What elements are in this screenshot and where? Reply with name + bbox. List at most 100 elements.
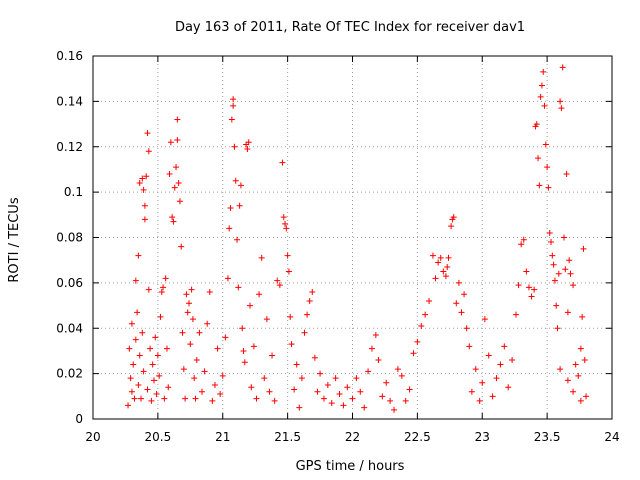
- data-point: [191, 375, 198, 382]
- data-point: [293, 361, 300, 368]
- data-point: [276, 282, 283, 289]
- data-point: [136, 352, 143, 359]
- data-point: [283, 225, 290, 232]
- data-point: [548, 239, 555, 246]
- data-point: [144, 130, 151, 137]
- data-point: [550, 261, 557, 268]
- data-point: [564, 377, 571, 384]
- y-tick-label: 0.16: [56, 49, 83, 63]
- data-point: [557, 98, 564, 105]
- data-point: [160, 284, 167, 291]
- data-point: [426, 298, 433, 305]
- data-point: [453, 300, 460, 307]
- data-point: [148, 397, 155, 404]
- data-point: [515, 282, 522, 289]
- data-point: [141, 202, 148, 209]
- data-point: [173, 164, 180, 171]
- x-tick-label: 24: [604, 430, 619, 444]
- data-point: [165, 384, 172, 391]
- data-point: [193, 357, 200, 364]
- data-point: [553, 302, 560, 309]
- data-point: [232, 177, 239, 184]
- data-point: [566, 257, 573, 264]
- data-point: [328, 400, 335, 407]
- data-point: [170, 218, 177, 225]
- data-point: [224, 275, 231, 282]
- data-point: [167, 139, 174, 146]
- data-point: [317, 370, 324, 377]
- data-point: [235, 284, 242, 291]
- data-point: [314, 388, 321, 395]
- data-point: [189, 316, 196, 323]
- data-point: [542, 141, 549, 148]
- data-point: [493, 375, 500, 382]
- data-point: [489, 393, 496, 400]
- data-point: [476, 397, 483, 404]
- data-point: [153, 391, 160, 398]
- y-tick-label: 0.12: [56, 140, 83, 154]
- data-point: [149, 361, 156, 368]
- x-tick-label: 20: [85, 430, 100, 444]
- y-tick-label: 0.1: [64, 185, 83, 199]
- data-point: [558, 105, 565, 112]
- data-point: [545, 184, 552, 191]
- data-point: [559, 64, 566, 71]
- data-point: [248, 384, 255, 391]
- data-point: [440, 268, 447, 275]
- data-point: [279, 159, 286, 166]
- chart-title: Day 163 of 2011, Rate Of TEC Index for r…: [175, 20, 525, 35]
- data-point: [174, 116, 181, 123]
- data-point: [145, 148, 152, 155]
- data-point: [175, 180, 182, 187]
- data-point: [372, 332, 379, 339]
- data-point: [239, 325, 246, 332]
- data-point: [157, 313, 164, 320]
- y-tick-labels: 0 0.02 0.04 0.06 0.08 0.1 0.12 0.14 0.16: [56, 49, 83, 426]
- data-point: [535, 155, 542, 162]
- data-point: [501, 343, 508, 350]
- x-tick-label: 22.5: [404, 430, 431, 444]
- data-point: [182, 395, 189, 402]
- data-point: [301, 329, 308, 336]
- data-point: [570, 282, 577, 289]
- data-point: [383, 379, 390, 386]
- data-point: [468, 388, 475, 395]
- data-point: [187, 341, 194, 348]
- data-point: [387, 397, 394, 404]
- data-point: [344, 384, 351, 391]
- data-point: [256, 291, 263, 298]
- data-point: [541, 102, 548, 109]
- data-point: [136, 180, 143, 187]
- data-point: [579, 313, 586, 320]
- data-point: [274, 277, 281, 284]
- data-point: [581, 357, 588, 364]
- data-point: [234, 236, 241, 243]
- data-point: [544, 164, 551, 171]
- data-point: [298, 375, 305, 382]
- data-point: [188, 286, 195, 293]
- data-point: [253, 395, 260, 402]
- data-point: [246, 302, 253, 309]
- data-point: [531, 286, 538, 293]
- data-point: [304, 311, 311, 318]
- data-point: [311, 354, 318, 361]
- x-tick-label: 22: [345, 430, 360, 444]
- data-point: [448, 223, 455, 230]
- data-point: [217, 391, 224, 398]
- data-point: [444, 263, 451, 270]
- data-point: [583, 393, 590, 400]
- data-point: [379, 393, 386, 400]
- data-point: [288, 341, 295, 348]
- data-point: [145, 286, 152, 293]
- data-point: [186, 300, 193, 307]
- data-point: [138, 395, 145, 402]
- data-point: [472, 366, 479, 373]
- data-point: [296, 404, 303, 411]
- data-point: [509, 357, 516, 364]
- data-point: [562, 266, 569, 273]
- data-point: [391, 406, 398, 413]
- data-point: [437, 254, 444, 261]
- data-point: [132, 336, 139, 343]
- data-point: [332, 375, 339, 382]
- data-point: [266, 388, 273, 395]
